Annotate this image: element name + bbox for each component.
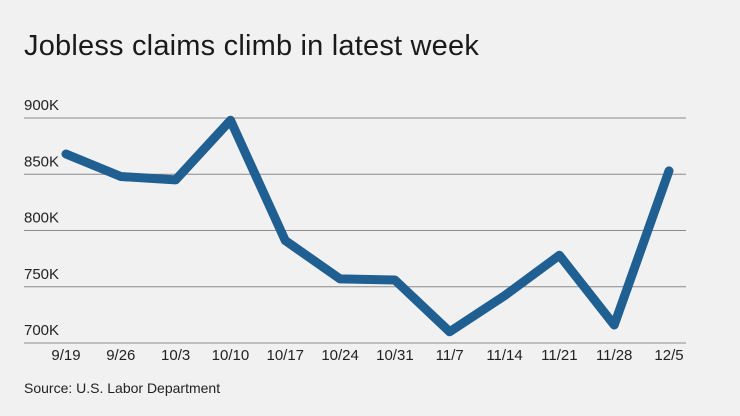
x-tick-label: 11/14 [486, 347, 522, 364]
chart-title: Jobless claims climb in latest week [24, 30, 480, 62]
data-point [62, 150, 70, 158]
x-tick-label: 10/17 [266, 347, 304, 364]
data-point [336, 274, 345, 283]
series-line [61, 115, 674, 337]
data-point [665, 166, 673, 175]
data-point [171, 175, 180, 184]
source-note: Source: U.S. Labor Department [24, 380, 221, 396]
x-tick-label: 9/19 [51, 347, 80, 364]
y-axis-tick-labels: 700K 750K 800K 850K 900K [24, 97, 59, 339]
y-tick-label: 800K [24, 210, 59, 227]
y-tick-label: 750K [24, 266, 59, 283]
x-tick-label: 12/5 [654, 347, 683, 364]
x-tick-label: 10/31 [376, 347, 414, 364]
x-tick-label: 11/28 [596, 347, 632, 364]
x-tick-label: 10/24 [321, 347, 359, 364]
data-point [445, 327, 454, 336]
data-point [610, 321, 619, 329]
x-tick-label: 11/21 [541, 347, 577, 364]
x-tick-label: 9/26 [106, 347, 135, 364]
data-point [390, 276, 399, 284]
y-tick-label: 850K [24, 153, 59, 170]
series-jobless-claims [61, 115, 674, 337]
grid-lines [24, 117, 686, 344]
y-tick-label: 700K [24, 322, 59, 339]
data-point [555, 251, 564, 260]
x-tick-label: 10/10 [212, 347, 250, 364]
x-tick-label: 11/7 [436, 347, 464, 364]
y-tick-label: 900K [24, 97, 59, 114]
data-point [226, 116, 235, 125]
data-point [116, 172, 125, 181]
data-point [500, 291, 509, 300]
x-tick-label: 10/3 [161, 347, 190, 364]
data-point [281, 236, 290, 245]
x-axis-tick-labels: 9/19 9/26 10/3 10/10 10/17 10/24 10/31 11/7 11/1… [51, 347, 683, 364]
